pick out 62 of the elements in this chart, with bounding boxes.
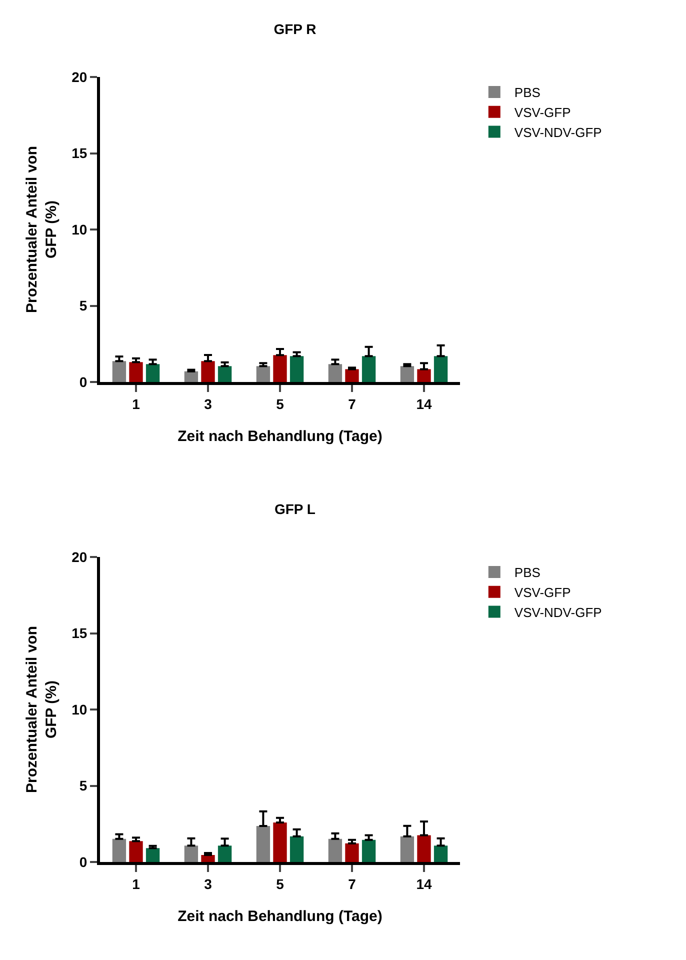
chart-title: GFP R [274,20,316,37]
y-tick-label: 20 [72,68,88,85]
x-tick-label: 1 [132,876,140,892]
y-tick-label: 15 [72,625,88,642]
bar [146,848,160,862]
x-tick-label: 1 [132,396,140,412]
bar [273,822,287,862]
bar [256,366,270,382]
x-axis-title: Zeit nach Behandlung (Tage) [178,428,382,445]
bar [146,364,160,382]
legend-label: VSV-NDV-GFP [514,604,602,620]
bar [290,356,304,382]
y-axis-title: Prozentualer Anteil von GFP (%) [23,146,60,313]
bar [434,846,448,862]
x-tick-label: 14 [416,396,432,412]
bar [129,362,143,382]
bar [218,366,232,382]
bar [290,836,304,862]
bar [400,836,414,862]
bar [201,854,215,862]
legend-label: VSV-NDV-GFP [514,124,602,140]
bar [417,835,431,862]
x-axis-title: Zeit nach Behandlung (Tage) [178,908,382,925]
bar [362,356,376,382]
y-tick-label: 20 [72,548,88,565]
x-tick-label: 5 [276,396,284,412]
legend-label: PBS [514,85,541,100]
bar [417,369,431,382]
bar [362,840,376,862]
bar [184,846,198,862]
y-tick-label: 0 [79,854,88,870]
bar [434,356,448,382]
bar [256,826,270,862]
bar [112,361,126,382]
bar [129,841,143,862]
y-tick-label: 15 [72,145,88,162]
y-tick-label: 5 [79,778,88,794]
x-tick-label: 3 [204,876,212,892]
legend-label: PBS [514,565,541,580]
bar [273,355,287,382]
legend-label: VSV-GFP [514,104,571,120]
bar [328,838,342,862]
y-axis-title: Prozentualer Anteil von GFP (%) [23,626,60,793]
bar [400,366,414,382]
x-tick-label: 14 [416,876,432,892]
bar [201,361,215,382]
y-tick-label: 10 [72,701,88,718]
y-tick-label: 0 [79,374,88,390]
bar [218,846,232,862]
x-tick-label: 5 [276,876,284,892]
bar [112,838,126,862]
chart-title: GFP L [274,500,316,517]
bar [345,369,359,382]
bar [328,364,342,382]
x-tick-label: 7 [348,876,356,892]
y-tick-label: 5 [79,298,88,314]
x-tick-label: 3 [204,396,212,412]
y-tick-label: 10 [72,221,88,238]
bar [345,843,359,862]
bar [184,371,198,382]
legend-label: VSV-GFP [514,584,571,600]
x-tick-label: 7 [348,396,356,412]
